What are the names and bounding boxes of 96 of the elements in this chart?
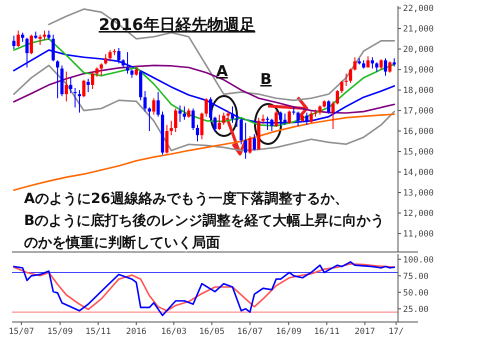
y-tick-label: 25.00 [403, 304, 429, 315]
candlestick [353, 56, 357, 72]
x-tick-label: 15/11 [85, 327, 111, 337]
candlestick [148, 106, 152, 132]
line-series [13, 113, 396, 191]
annotation: Bのように底打ち後のレンジ調整を経て大幅上昇に向かう [24, 212, 385, 229]
candlestick [73, 88, 77, 108]
candlestick [248, 136, 252, 154]
candlestick [100, 62, 103, 76]
x-tick-label: 2017 [354, 327, 376, 337]
candlestick [56, 60, 60, 99]
candlestick [192, 108, 195, 131]
candlestick [156, 92, 160, 118]
x-tick-label: 2016 [126, 327, 147, 337]
candlestick [21, 32, 24, 42]
x-tick-label: 16/11 [314, 327, 340, 337]
candlestick [78, 90, 82, 114]
y-tick-label: 14,000 [403, 168, 434, 178]
candlestick [30, 34, 33, 55]
candlestick [38, 34, 42, 46]
candlestick [64, 71, 68, 102]
candlestick [16, 30, 20, 48]
candlestick [47, 30, 50, 40]
candlestick [222, 112, 226, 126]
candlestick [108, 50, 112, 62]
x-tick-label: 16/09 [276, 327, 302, 337]
candlestick [143, 90, 147, 112]
annotation: Aのように26週線絡みでもう一度下落調整するか、 [24, 190, 348, 207]
y-tick-label: 100.00 [403, 255, 434, 266]
candlestick [86, 78, 90, 93]
candlestick [218, 114, 221, 131]
line-series [13, 64, 396, 114]
candlestick [170, 120, 173, 136]
x-tick-label: 16/03 [160, 327, 187, 337]
candlestick [226, 110, 230, 120]
candlestick [69, 77, 72, 94]
candlestick [252, 134, 256, 152]
candlestick [104, 54, 108, 65]
annotation: B [260, 70, 272, 88]
x-tick-label: 15/07 [8, 327, 34, 337]
candlestick [82, 79, 86, 98]
candlestick [213, 116, 217, 133]
candlestick [388, 60, 392, 74]
candlestick [344, 73, 348, 86]
candlestick [12, 35, 16, 50]
y-tick-label: 21,000 [403, 24, 434, 35]
candlestick [380, 58, 383, 70]
annotation: A [216, 62, 228, 80]
x-tick-label: 17/ [388, 327, 404, 337]
y-tick-label: 15,000 [403, 148, 434, 158]
candlestick [318, 104, 322, 116]
candlestick [174, 108, 178, 133]
candlestick [42, 30, 46, 40]
candlestick [336, 90, 340, 105]
candlestick [204, 98, 208, 118]
candlestick [261, 114, 265, 124]
candlestick [209, 96, 212, 122]
y-tick-label: 13,000 [403, 188, 434, 199]
x-tick-label: 16/05 [199, 327, 225, 337]
candlestick [187, 108, 190, 118]
line-series [13, 64, 396, 152]
candlestick [310, 111, 313, 124]
candlestick [90, 71, 94, 90]
candlestick [288, 110, 291, 124]
y-tick-label: 19,000 [403, 66, 434, 76]
y-tick-label: 16,000 [403, 127, 434, 138]
candlestick [370, 56, 374, 70]
candlestick [152, 98, 156, 116]
line-series [48, 8, 396, 102]
y-tick-label: 11,000 [403, 230, 434, 240]
candlestick [340, 80, 344, 94]
y-tick-label: 22,000 [403, 4, 434, 14]
y-tick-label: 12,000 [403, 209, 434, 220]
candlestick [126, 52, 130, 74]
x-tick-label: 15/09 [47, 327, 73, 337]
text: 2016年日経先物週足 [98, 15, 256, 34]
candlestick [196, 124, 200, 142]
candlestick [327, 100, 330, 114]
y-tick-label: 18,000 [403, 86, 434, 96]
y-tick-label: 50.00 [403, 288, 429, 298]
candlestick [244, 122, 248, 160]
candlestick [200, 112, 204, 140]
x-tick-label: 16/07 [237, 327, 263, 337]
annotation: のかを慎重に判断していく局面 [24, 235, 220, 251]
y-tick-label: 20,000 [403, 45, 434, 56]
candlestick [348, 68, 352, 84]
candlestick [331, 100, 335, 130]
candlestick [375, 62, 378, 72]
candlestick [384, 58, 388, 76]
candlestick [95, 67, 99, 78]
candlestick [274, 110, 278, 128]
candlestick [182, 106, 186, 120]
y-tick-label: 75.00 [403, 272, 429, 282]
y-tick-label: 17,000 [403, 106, 434, 117]
candlestick [178, 104, 182, 122]
candlestick [165, 124, 168, 154]
